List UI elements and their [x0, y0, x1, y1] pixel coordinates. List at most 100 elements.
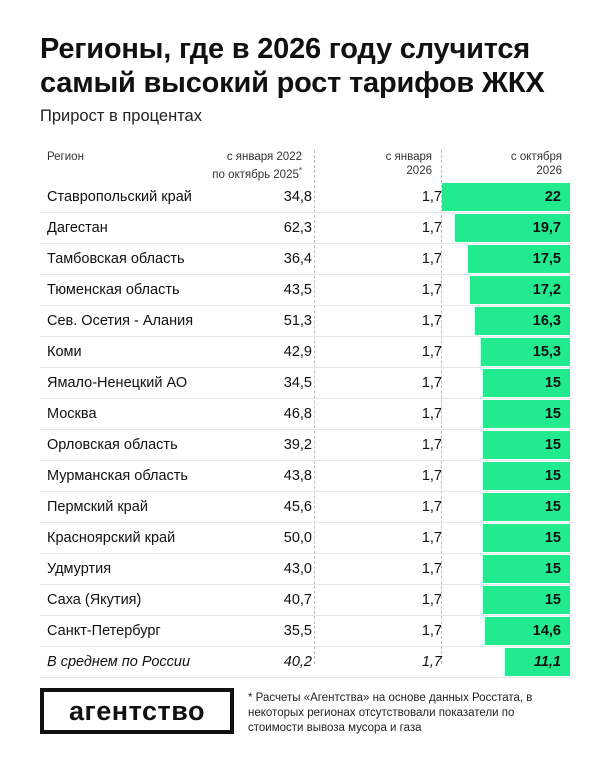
agentstvo-logo: агентство: [40, 688, 234, 734]
chart-title: Регионы, где в 2026 году случится самый …: [40, 33, 545, 99]
header-jan2026: с января 2026: [386, 150, 432, 178]
oct2026-bar: [442, 183, 570, 211]
value-jan2022-oct2025: 43,8: [283, 468, 312, 484]
region-name: Ямало-Ненецкий АО: [47, 375, 188, 391]
oct2026-bar: [482, 493, 570, 521]
table-row: Мурманская область 43,8 1,7 15: [40, 461, 572, 492]
footnote: * Расчеты «Агентства» на основе данных Р…: [248, 692, 533, 734]
value-jan2026: 1,7: [421, 282, 442, 298]
column-divider-1: [314, 150, 315, 664]
table-row: Ямало-Ненецкий АО 34,5 1,7 15: [40, 368, 572, 399]
region-name: Пермский край: [47, 499, 148, 515]
value-jan2026: 1,7: [421, 375, 442, 391]
oct2026-bar: [480, 338, 570, 366]
value-jan2026: 1,7: [421, 499, 442, 515]
value-jan2026: 1,7: [421, 592, 442, 608]
value-jan2022-oct2025: 43,0: [283, 561, 312, 577]
oct2026-bar: [485, 617, 570, 645]
value-oct2026: 15: [544, 499, 561, 515]
oct2026-bar: [482, 524, 570, 552]
value-oct2026: 15: [544, 406, 561, 422]
value-jan2022-oct2025: 35,5: [283, 623, 312, 639]
value-oct2026: 15: [544, 375, 561, 391]
value-oct2026: 17,2: [532, 282, 561, 298]
value-jan2026: 1,7: [421, 530, 442, 546]
value-oct2026: 15: [544, 592, 561, 608]
oct2026-bar: [482, 400, 570, 428]
value-jan2022-oct2025: 50,0: [283, 530, 312, 546]
region-name: Тюменская область: [47, 282, 180, 298]
table-row: Ставропольский край 34,8 1,7 22: [40, 182, 572, 213]
value-jan2022-oct2025: 39,2: [283, 437, 312, 453]
value-jan2022-oct2025: 40,7: [283, 592, 312, 608]
column-divider-2: [441, 150, 442, 664]
table-row: Санкт-Петербург 35,5 1,7 14,6: [40, 616, 572, 647]
value-jan2022-oct2025: 46,8: [283, 406, 312, 422]
value-oct2026: 15: [544, 561, 561, 577]
value-jan2026: 1,7: [421, 313, 442, 329]
oct2026-bar: [469, 276, 570, 304]
value-oct2026: 15,3: [532, 344, 561, 360]
value-jan2022-oct2025: 34,8: [283, 189, 312, 205]
table-row: Саха (Якутия) 40,7 1,7 15: [40, 585, 572, 616]
region-name: Санкт-Петербург: [47, 623, 161, 639]
table-row: Орловская область 39,2 1,7 15: [40, 430, 572, 461]
oct2026-bar: [482, 462, 570, 490]
header-region: Регион: [47, 151, 84, 163]
value-jan2026: 1,7: [421, 468, 442, 484]
value-oct2026: 15: [544, 468, 561, 484]
region-name: Красноярский край: [47, 530, 176, 546]
region-name: Москва: [47, 406, 97, 422]
value-oct2026: 15: [544, 530, 561, 546]
table-row: Тюменская область 43,5 1,7 17,2: [40, 275, 572, 306]
region-name: Орловская область: [47, 437, 178, 453]
oct2026-bar: [482, 555, 570, 583]
oct2026-bar: [475, 307, 570, 335]
value-jan2026: 1,7: [421, 344, 442, 360]
table-row: Удмуртия 43,0 1,7 15: [40, 554, 572, 585]
header-col2-line2: 2026: [406, 165, 432, 177]
value-oct2026: 17,5: [532, 251, 561, 267]
header-jan2022-oct2025: с января 2022 по октябрь 2025*: [212, 150, 302, 182]
oct2026-bar: [482, 369, 570, 397]
table-row: Дагестан 62,3 1,7 19,7: [40, 213, 572, 244]
header-col1-line1: с января 2022: [226, 151, 302, 163]
value-jan2022-oct2025: 51,3: [283, 313, 312, 329]
table-row: В среднем по России 40,2 1,7 11,1: [40, 647, 572, 678]
region-name: Удмуртия: [47, 561, 112, 577]
value-oct2026: 15: [544, 437, 561, 453]
oct2026-bar: [482, 586, 570, 614]
region-name: Коми: [47, 344, 82, 360]
value-jan2026: 1,7: [421, 654, 442, 670]
table-row: Сев. Осетия - Алания 51,3 1,7 16,3: [40, 306, 572, 337]
region-name: Тамбовская область: [47, 251, 185, 267]
oct2026-bar: [482, 431, 570, 459]
value-oct2026: 14,6: [532, 623, 561, 639]
table-row: Красноярский край 50,0 1,7 15: [40, 523, 572, 554]
value-jan2022-oct2025: 34,5: [283, 375, 312, 391]
region-name: В среднем по России: [47, 654, 191, 670]
value-jan2026: 1,7: [421, 406, 442, 422]
header-col2-line1: с января: [385, 151, 432, 163]
value-jan2026: 1,7: [421, 189, 442, 205]
chart-subtitle: Прирост в процентах: [40, 107, 202, 125]
region-name: Сев. Осетия - Алания: [47, 313, 194, 329]
header-col1-line2: по октябрь 2025: [212, 168, 299, 181]
value-jan2026: 1,7: [421, 220, 442, 236]
tariff-table: Ставропольский край 34,8 1,7 22 Дагестан 62,3…: [40, 182, 572, 678]
oct2026-bar: [455, 214, 570, 242]
header-oct2026: с октября 2026: [511, 150, 562, 178]
header-col3-line2: 2026: [536, 165, 562, 177]
value-jan2026: 1,7: [421, 437, 442, 453]
table-row: Тамбовская область 36,4 1,7 17,5: [40, 244, 572, 275]
header-col1-footnote-mark: *: [298, 166, 302, 175]
value-oct2026: 19,7: [532, 220, 561, 236]
value-jan2026: 1,7: [421, 251, 442, 267]
oct2026-bar: [505, 648, 570, 676]
value-jan2026: 1,7: [421, 623, 442, 639]
table-row: Пермский край 45,6 1,7 15: [40, 492, 572, 523]
region-name: Мурманская область: [47, 468, 188, 484]
value-jan2026: 1,7: [421, 561, 442, 577]
region-name: Ставропольский край: [47, 189, 192, 205]
region-name: Дагестан: [47, 220, 108, 236]
